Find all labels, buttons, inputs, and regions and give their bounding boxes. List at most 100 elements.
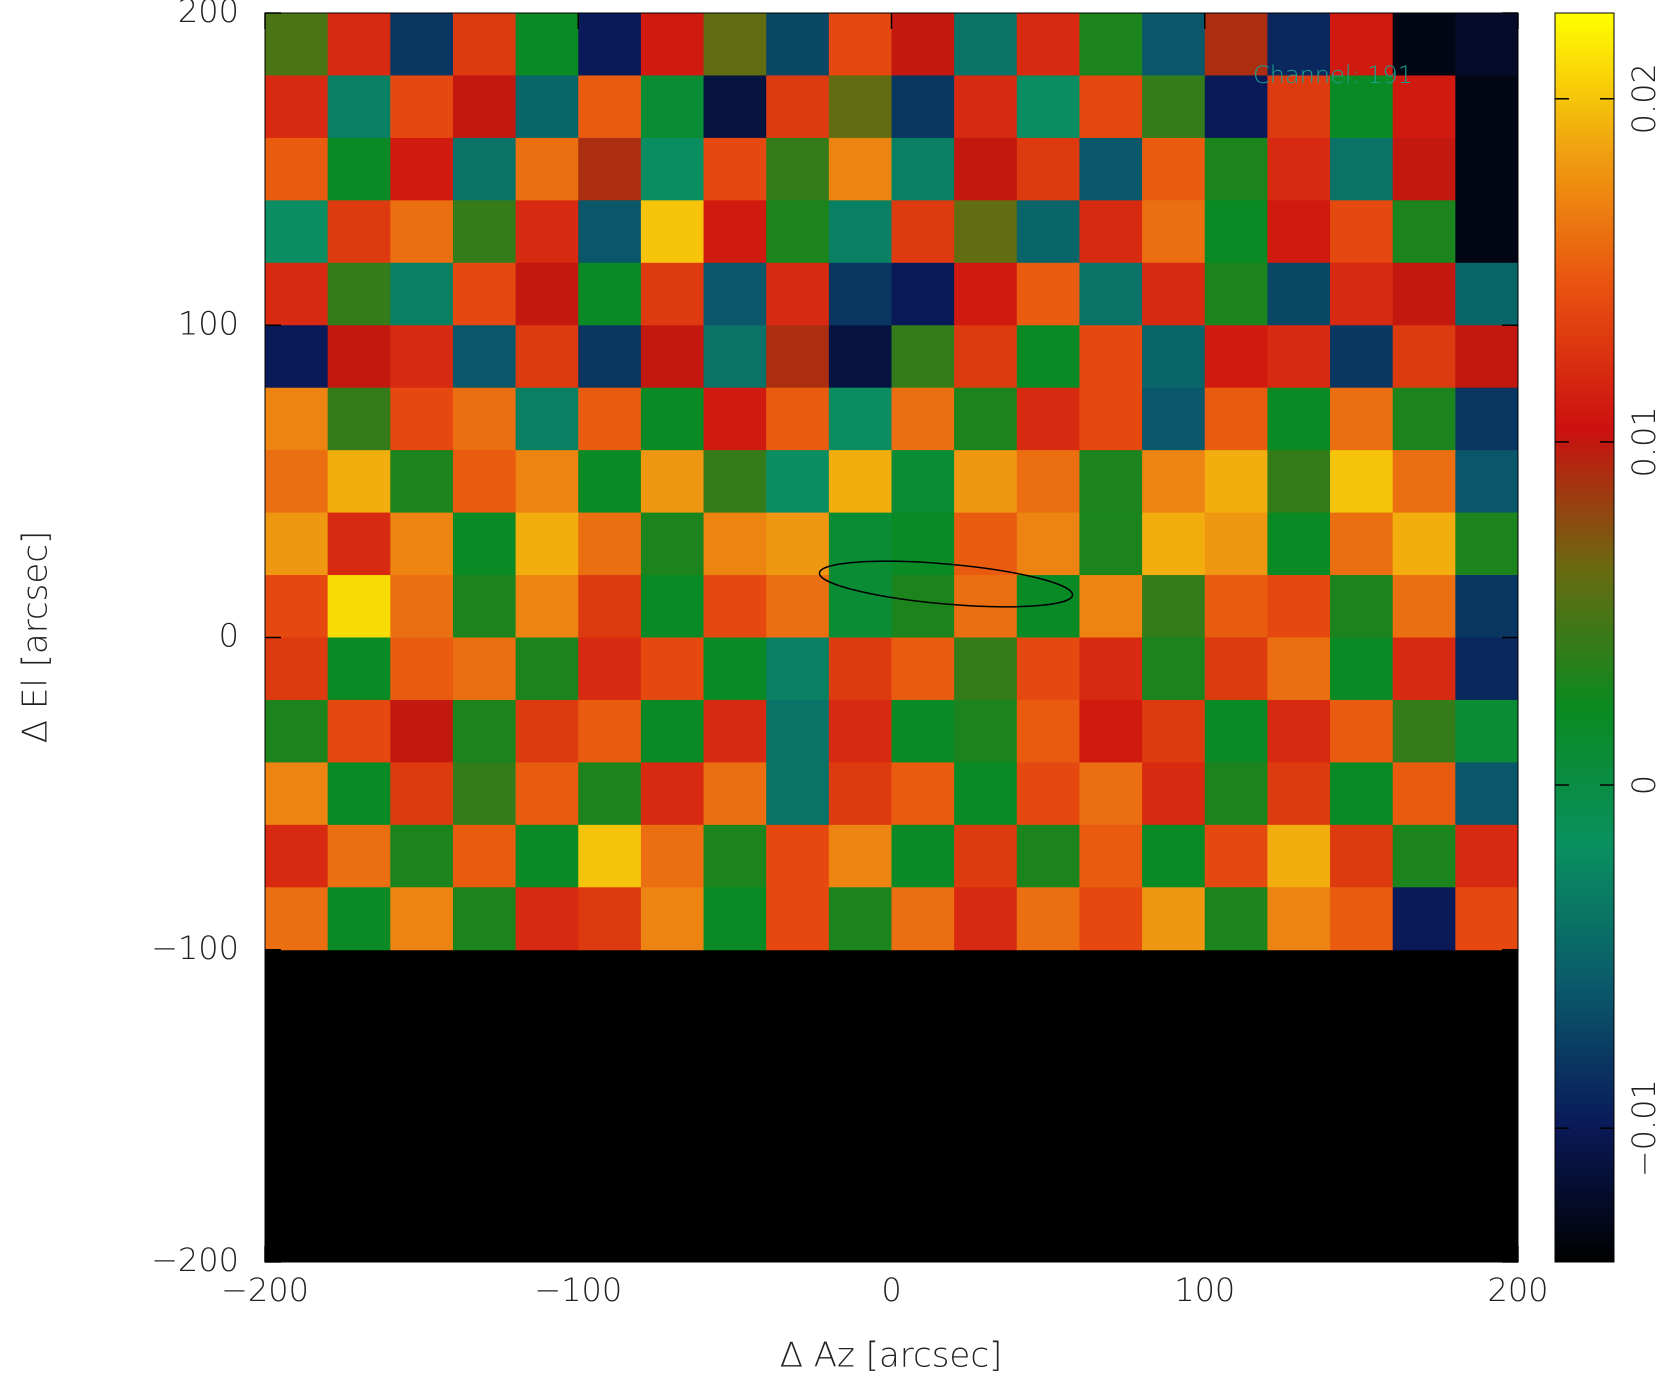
heatmap-cell	[1204, 824, 1268, 888]
heatmap-cell	[265, 75, 329, 139]
heatmap-cell	[1016, 325, 1080, 389]
heatmap-cell	[1330, 137, 1394, 201]
heatmap-cell	[1079, 512, 1143, 576]
heatmap-cell	[265, 325, 329, 389]
heatmap-cell	[1267, 13, 1331, 76]
heatmap-cell	[828, 387, 892, 451]
heatmap-cell	[954, 887, 1018, 951]
heatmap-cell	[390, 699, 454, 763]
heatmap-cell	[515, 575, 579, 638]
x-axis-title: Δ Az [arcsec]	[780, 1336, 1003, 1376]
heatmap-cell	[390, 13, 454, 76]
channel-label: Channel: 191	[1253, 61, 1413, 89]
heatmap-cell	[828, 512, 892, 576]
heatmap-cell	[1016, 450, 1080, 514]
heatmap-cell	[1330, 512, 1394, 576]
heatmap-cell	[390, 637, 454, 701]
heatmap-cell	[1204, 637, 1268, 701]
heatmap-cell	[265, 387, 329, 451]
heatmap-cell	[1267, 325, 1331, 389]
heatmap-cell	[452, 699, 517, 763]
heatmap-cell	[766, 75, 830, 139]
heatmap-cell	[1142, 450, 1206, 514]
heatmap-cell	[515, 887, 579, 951]
heatmap-cell	[1392, 325, 1456, 389]
heatmap-cell	[390, 387, 454, 451]
heatmap-cell	[327, 387, 391, 451]
heatmap-cell	[640, 262, 705, 326]
heatmap-cell	[766, 512, 830, 576]
colorbar	[1554, 12, 1615, 1263]
heatmap-cell	[578, 762, 642, 826]
heatmap-cell	[452, 450, 517, 514]
heatmap-cell	[1392, 699, 1456, 763]
heatmap-cell	[828, 13, 892, 76]
heatmap-cell	[954, 325, 1018, 389]
heatmap-cell	[327, 637, 391, 701]
heatmap-cell	[390, 824, 454, 888]
heatmap-cell	[1142, 262, 1206, 326]
heatmap-cell	[515, 824, 579, 888]
heatmap-cell	[265, 575, 329, 638]
heatmap-cell	[327, 325, 391, 389]
heatmap-cell	[390, 512, 454, 576]
heatmap-cell	[640, 699, 705, 763]
heatmap-cell	[703, 637, 767, 701]
heatmap-cell	[1267, 637, 1331, 701]
heatmap-cell	[1204, 387, 1268, 451]
heatmap-cell	[265, 824, 329, 888]
heatmap-cell	[452, 575, 517, 638]
heatmap-cell	[1142, 200, 1206, 264]
heatmap-cell	[515, 699, 579, 763]
heatmap-cell	[1016, 699, 1080, 763]
heatmap-cell	[640, 75, 705, 139]
heatmap-cell	[891, 699, 955, 763]
heatmap-cell	[1392, 824, 1456, 888]
heatmap-cell	[515, 13, 579, 76]
heatmap-cell	[1267, 887, 1331, 951]
y-tick-label: 200	[178, 0, 239, 30]
heatmap-cell	[578, 699, 642, 763]
heatmap-cell	[828, 450, 892, 514]
heatmap-cell	[1079, 262, 1143, 326]
heatmap-cell	[1079, 450, 1143, 514]
heatmap	[265, 13, 1518, 951]
heatmap-cell	[1392, 137, 1456, 201]
heatmap-cell	[828, 637, 892, 701]
heatmap-cell	[703, 824, 767, 888]
heatmap-cell	[1142, 512, 1206, 576]
heatmap-cell	[1455, 887, 1518, 951]
heatmap-cell	[578, 824, 642, 888]
heatmap-cell	[1267, 387, 1331, 451]
heatmap-cell	[452, 512, 517, 576]
heatmap-cell	[703, 387, 767, 451]
heatmap-cell	[703, 450, 767, 514]
heatmap-cell	[578, 137, 642, 201]
heatmap-cell	[1455, 637, 1518, 701]
heatmap-cell	[390, 762, 454, 826]
heatmap-cell	[703, 137, 767, 201]
heatmap-cell	[1204, 13, 1268, 76]
heatmap-cell	[390, 450, 454, 514]
colorbar-tick-label: 0	[1625, 775, 1663, 795]
heatmap-cell	[390, 887, 454, 951]
heatmap-cell	[327, 699, 391, 763]
heatmap-cell	[515, 512, 579, 576]
heatmap-cell	[766, 762, 830, 826]
heatmap-cell	[1267, 762, 1331, 826]
heatmap-cell	[1392, 762, 1456, 826]
heatmap-cell	[1079, 75, 1143, 139]
heatmap-cell	[1079, 575, 1143, 638]
heatmap-cell	[891, 13, 955, 76]
heatmap-cell	[265, 512, 329, 576]
heatmap-cell	[327, 762, 391, 826]
heatmap-cell	[1142, 762, 1206, 826]
heatmap-cell	[578, 450, 642, 514]
heatmap-cell	[766, 575, 830, 638]
heatmap-cell	[766, 387, 830, 451]
heatmap-cell	[515, 75, 579, 139]
heatmap-cell	[578, 200, 642, 264]
heatmap-cell	[515, 762, 579, 826]
heatmap-cell	[828, 762, 892, 826]
